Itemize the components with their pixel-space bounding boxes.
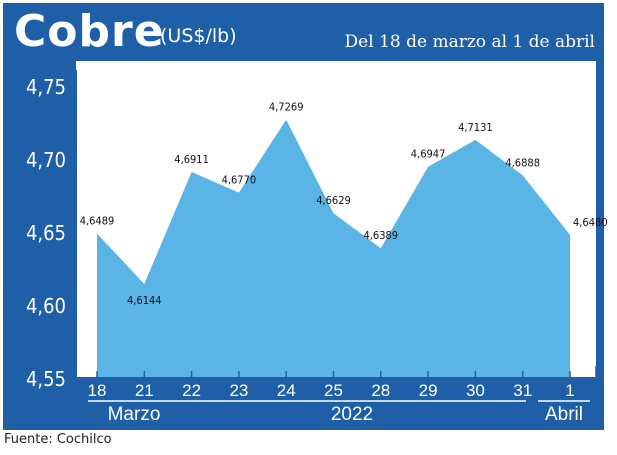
source-note: Fuente: Cochilco xyxy=(4,432,112,447)
x-tick-label: 1 xyxy=(565,381,574,400)
y-tick-label: 4,55 xyxy=(26,367,66,391)
group-label-year: 2022 xyxy=(331,404,373,425)
x-tick-label: 25 xyxy=(324,381,343,400)
data-label: 4,6888 xyxy=(505,156,540,169)
data-label: 4,6770 xyxy=(222,174,257,187)
y-tick-label: 4,60 xyxy=(26,294,66,318)
data-label: 4,7131 xyxy=(458,121,493,134)
data-label: 4,6911 xyxy=(174,153,209,166)
area-series xyxy=(97,119,570,378)
group-label-month: Abril xyxy=(545,404,583,425)
x-tick-label: 31 xyxy=(513,381,532,400)
x-tick-label: 28 xyxy=(371,381,390,400)
chart-unit: (US$/lb) xyxy=(160,25,237,47)
y-tick-label: 4,75 xyxy=(26,75,66,99)
x-tick-label: 18 xyxy=(88,381,107,400)
x-tick-label: 29 xyxy=(419,381,438,400)
data-label: 4,6489 xyxy=(80,215,115,228)
x-tick-label: 21 xyxy=(135,381,154,400)
data-label: 4,6480 xyxy=(573,216,608,229)
x-tick-label: 22 xyxy=(182,381,201,400)
x-tick-label: 23 xyxy=(229,381,248,400)
data-label: 4,6947 xyxy=(411,148,446,161)
data-label: 4,6144 xyxy=(127,294,162,307)
x-tick-label: 30 xyxy=(466,381,485,400)
group-label-month: Marzo xyxy=(108,404,161,425)
data-label: 4,6629 xyxy=(316,194,351,207)
chart-title: Cobre xyxy=(14,6,165,57)
y-tick-label: 4,70 xyxy=(26,148,66,172)
data-label: 4,6389 xyxy=(363,229,398,242)
x-tick-label: 24 xyxy=(277,381,296,400)
data-label: 4,7269 xyxy=(269,101,304,114)
y-tick-label: 4,65 xyxy=(26,221,66,245)
chart-subtitle: Del 18 de marzo al 1 de abril xyxy=(344,32,595,52)
